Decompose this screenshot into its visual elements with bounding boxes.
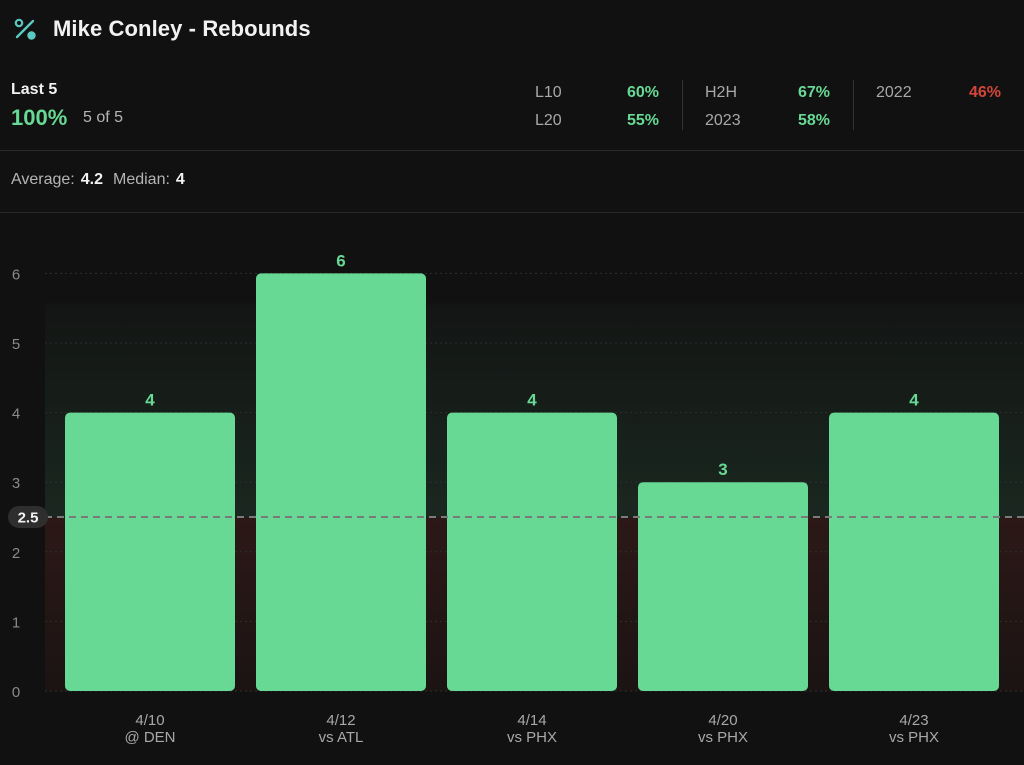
y-tick-label: 3 — [12, 475, 20, 492]
x-tick-label: 4/20 — [708, 712, 737, 729]
stat-label-l10: L10 — [535, 84, 562, 101]
stat-label-2022: 2022 — [876, 84, 912, 101]
bar — [447, 412, 617, 691]
summary-panel: Last 5 100% 5 of 5 L10 60% L20 55% H2H 6… — [0, 62, 1024, 150]
bar-value-label: 4 — [909, 391, 919, 410]
last-5-label: Last 5 — [11, 81, 58, 98]
bar-value-label: 3 — [718, 460, 727, 479]
y-tick-label: 0 — [12, 684, 20, 701]
stats-separator — [682, 80, 683, 130]
bar-value-label: 4 — [527, 391, 537, 410]
stat-value-l10: 60% — [626, 84, 659, 101]
average-value: 4.2 — [80, 171, 103, 188]
threshold-label: 2.5 — [18, 510, 39, 527]
stats-separator — [853, 80, 854, 130]
stat-label-2023: 2023 — [705, 112, 741, 129]
y-tick-label: 4 — [12, 406, 20, 423]
divider — [0, 150, 1024, 151]
threshold-badge — [8, 506, 48, 528]
last-5-count: 5 of 5 — [83, 109, 124, 126]
bar-value-label: 4 — [145, 391, 155, 410]
x-tick-label: 4/23 — [899, 712, 928, 729]
last-5-percent: 100% — [11, 105, 68, 130]
median-value: 4 — [175, 171, 185, 188]
bar — [638, 482, 808, 691]
bar — [65, 412, 235, 691]
y-tick-label: 1 — [12, 614, 20, 631]
divider — [0, 212, 1024, 213]
average-label: Average: — [11, 171, 75, 188]
x-tick-label: 4/12 — [326, 712, 355, 729]
x-tick-label: 4/10 — [135, 712, 164, 729]
y-tick-label: 5 — [12, 336, 20, 353]
percent-icon — [14, 18, 36, 40]
x-tick-label: vs PHX — [698, 729, 748, 746]
bar — [256, 273, 426, 691]
stat-value-2022: 46% — [968, 84, 1001, 101]
x-tick-label: vs ATL — [319, 729, 364, 746]
stat-value-h2h: 67% — [797, 84, 830, 101]
stat-value-l20: 55% — [626, 112, 659, 129]
averages-row: Average: 4.2 Median: 4 — [11, 171, 195, 189]
x-tick-label: vs PHX — [889, 729, 939, 746]
stat-label-l20: L20 — [535, 112, 562, 129]
page-title: Mike Conley - Rebounds — [53, 16, 311, 41]
bar-value-label: 6 — [336, 251, 345, 270]
y-tick-label: 2 — [12, 545, 20, 562]
stat-value-2023: 58% — [797, 112, 830, 129]
stat-label-h2h: H2H — [705, 84, 738, 101]
y-tick-label: 6 — [12, 266, 20, 283]
header: Mike Conley - Rebounds — [0, 0, 1024, 62]
bar — [829, 412, 999, 691]
x-tick-label: 4/14 — [517, 712, 546, 729]
x-tick-label: @ DEN — [124, 729, 175, 746]
median-label: Median: — [113, 171, 170, 188]
x-tick-label: vs PHX — [507, 729, 557, 746]
